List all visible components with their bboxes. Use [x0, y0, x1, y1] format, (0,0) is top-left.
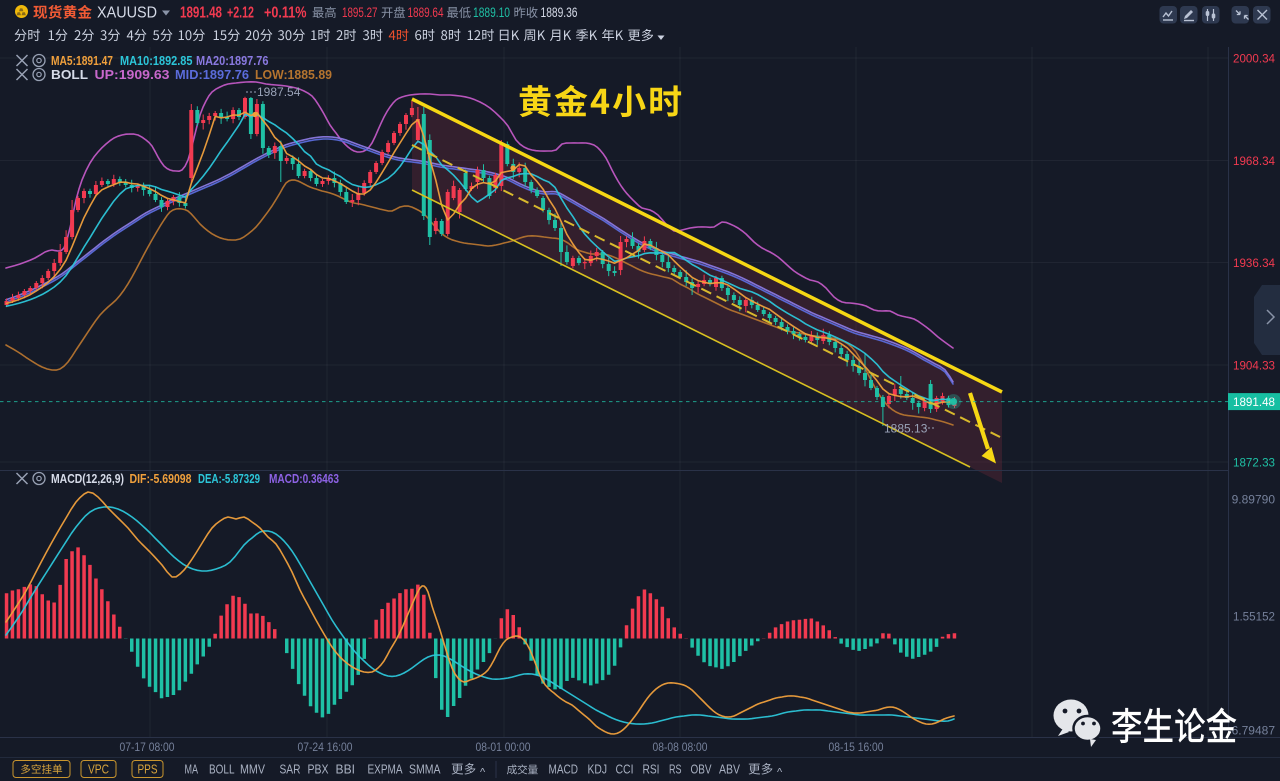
svg-text:DIF:-5.69098: DIF:-5.69098 [130, 471, 192, 486]
svg-text:SAR: SAR [280, 762, 301, 777]
svg-text:1987.54: 1987.54 [257, 85, 301, 99]
svg-text:07-17 08:00: 07-17 08:00 [120, 740, 175, 754]
svg-text:MID:1897.76: MID:1897.76 [175, 67, 249, 82]
svg-text:+2.12: +2.12 [227, 5, 254, 22]
svg-text:1.55152: 1.55152 [1233, 610, 1275, 624]
svg-text:UP:1909.63: UP:1909.63 [95, 67, 170, 82]
svg-text:08-08 08:00: 08-08 08:00 [653, 740, 708, 754]
svg-text:MA: MA [185, 762, 199, 777]
svg-text:EXPMA: EXPMA [368, 762, 403, 777]
svg-text:1891.48: 1891.48 [1233, 395, 1275, 409]
svg-text:KDJ: KDJ [588, 762, 608, 777]
svg-text:VPC: VPC [88, 763, 109, 777]
svg-text:1891.48: 1891.48 [180, 5, 222, 22]
svg-text:MA5:1891.47: MA5:1891.47 [51, 53, 113, 68]
svg-text:RS: RS [669, 762, 682, 777]
svg-text:XAUUSD: XAUUSD [97, 5, 157, 22]
svg-text:MA10:1892.85: MA10:1892.85 [120, 53, 193, 68]
svg-text:RSI: RSI [643, 762, 660, 777]
svg-text:1885.13: 1885.13 [884, 422, 928, 436]
svg-text:MA20:1897.76: MA20:1897.76 [196, 53, 269, 68]
svg-text:CCI: CCI [616, 762, 634, 777]
svg-text:ABV: ABV [719, 762, 740, 777]
svg-text:1889.10: 1889.10 [473, 5, 510, 20]
svg-text:+0.11%: +0.11% [264, 5, 307, 22]
svg-text:07-24 16:00: 07-24 16:00 [298, 740, 353, 754]
svg-text:1936.34: 1936.34 [1233, 256, 1275, 270]
svg-text:-6.79487: -6.79487 [1228, 724, 1276, 738]
svg-text:^: ^ [480, 767, 486, 779]
svg-text:1904.33: 1904.33 [1233, 359, 1275, 373]
svg-text:MMV: MMV [240, 762, 265, 777]
svg-text:9.89790: 9.89790 [1232, 493, 1276, 507]
svg-text:OBV: OBV [691, 762, 712, 777]
svg-text:MACD:0.36463: MACD:0.36463 [269, 471, 339, 486]
svg-text:LOW:1885.89: LOW:1885.89 [255, 67, 332, 82]
svg-text:^: ^ [777, 767, 783, 779]
svg-text:08-15 16:00: 08-15 16:00 [829, 740, 884, 754]
svg-text:PPS: PPS [138, 763, 158, 777]
svg-text:2000.34: 2000.34 [1233, 52, 1275, 66]
svg-text:BOLL: BOLL [51, 67, 88, 82]
svg-text:MACD(12,26,9): MACD(12,26,9) [51, 471, 124, 486]
svg-text:BBI: BBI [336, 762, 356, 777]
svg-text:1872.33: 1872.33 [1233, 456, 1275, 470]
svg-text:MACD: MACD [549, 762, 579, 777]
svg-text:08-01 00:00: 08-01 00:00 [476, 740, 531, 754]
svg-text:PBX: PBX [308, 762, 329, 777]
svg-text:1895.27: 1895.27 [342, 5, 378, 20]
svg-text:1889.36: 1889.36 [541, 5, 578, 20]
svg-text:BOLL: BOLL [209, 762, 235, 777]
svg-text:SMMA: SMMA [409, 762, 441, 777]
svg-text:1968.34: 1968.34 [1233, 154, 1275, 168]
svg-text:DEA:-5.87329: DEA:-5.87329 [198, 471, 260, 486]
svg-text:1889.64: 1889.64 [408, 5, 444, 20]
